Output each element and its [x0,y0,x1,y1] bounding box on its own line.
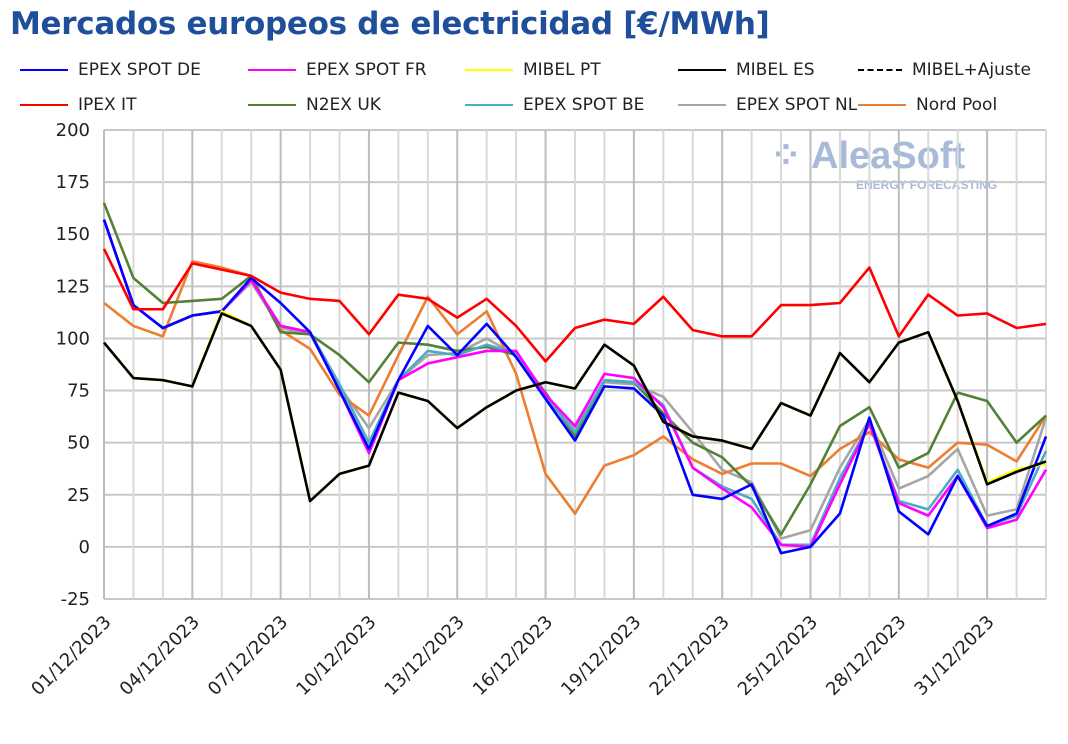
legend-swatch [248,104,296,106]
legend-swatch [465,104,513,106]
x-tick-label: 25/12/2023 [734,612,822,700]
legend-label: MIBEL+Ajuste [912,60,1031,80]
y-tick-label: -25 [61,589,90,610]
legend-label: N2EX UK [306,95,381,115]
legend-item: MIBEL ES [678,60,815,80]
x-tick-label: 04/12/2023 [116,612,204,700]
logo-name-text: AleaSoft [811,135,966,177]
legend-swatch [248,69,296,71]
x-tick-label: 28/12/2023 [822,612,910,700]
legend-item: MIBEL+Ajuste [858,60,1031,80]
legend-swatch [678,69,726,71]
legend-label: EPEX SPOT NL [736,95,858,115]
legend-swatch [465,69,513,71]
x-tick-label: 31/12/2023 [910,612,998,700]
legend-swatch [20,104,68,106]
y-tick-label: 200 [56,120,90,141]
y-tick-label: 100 [56,328,90,349]
legend-label: EPEX SPOT BE [523,95,645,115]
legend-item: EPEX SPOT FR [248,60,427,80]
x-tick-label: 19/12/2023 [557,612,645,700]
logo-name: ⁘ AleaSoft [770,135,966,177]
x-tick-label: 07/12/2023 [204,612,292,700]
legend-swatch [858,69,902,71]
legend-item: EPEX SPOT NL [678,95,857,115]
legend-label: IPEX IT [78,95,137,115]
legend-item: MIBEL PT [465,60,601,80]
legend-label: MIBEL ES [736,60,815,80]
legend-label: EPEX SPOT DE [78,60,201,80]
legend-item: N2EX UK [248,95,381,115]
legend-label: EPEX SPOT FR [306,60,427,80]
y-tick-label: 175 [56,172,90,193]
y-tick-label: 50 [67,433,90,454]
legend-swatch [678,104,726,106]
legend-label: MIBEL PT [523,60,601,80]
x-tick-label: 13/12/2023 [381,612,469,700]
legend-swatch [20,69,68,71]
y-tick-label: 150 [56,224,90,245]
x-tick-label: 01/12/2023 [27,612,115,700]
legend-swatch [858,104,906,106]
x-tick-label: 22/12/2023 [646,612,734,700]
y-tick-label: 125 [56,276,90,297]
legend-item: Nord Pool [858,95,997,115]
legend-item: EPEX SPOT BE [465,95,644,115]
y-tick-label: 0 [79,537,90,558]
x-tick-label: 16/12/2023 [469,612,557,700]
x-tick-label: 10/12/2023 [292,612,380,700]
legend-item: EPEX SPOT DE [20,60,201,80]
y-tick-label: 25 [67,485,90,506]
legend-item: IPEX IT [20,95,136,115]
y-tick-label: 75 [67,381,90,402]
chart-title: Mercados europeos de electricidad [€/MWh… [10,6,770,42]
legend-label: Nord Pool [916,95,998,115]
